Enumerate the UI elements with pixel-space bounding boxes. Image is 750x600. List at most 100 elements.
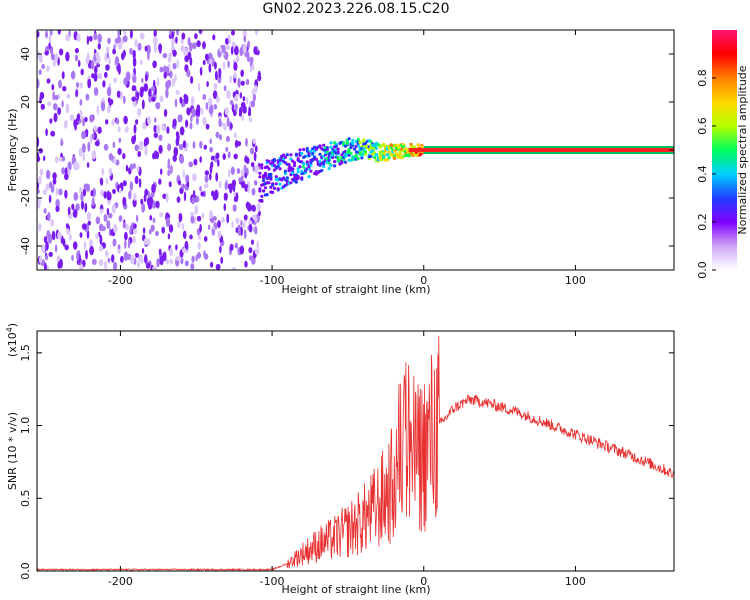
heatmap-noise-cell [79,109,83,119]
heatmap-noise-cell [53,112,58,123]
heatmap-signal-cell [260,194,264,198]
heatmap-signal-cell [262,178,266,183]
heatmap-noise-cell [110,229,114,236]
heatmap-noise-cell [140,198,144,205]
heatmap-noise-cell [148,96,152,103]
heatmap-noise-cell [103,143,109,151]
heatmap-noise-cell [214,70,218,81]
heatmap-signal-cell [358,140,362,145]
heatmap-signal-cell [309,163,313,167]
heatmap-noise-cell [95,216,101,225]
heatmap-signal-cell [314,147,318,151]
heatmap-noise-cell [134,144,140,152]
heatmap-noise-cell [184,260,189,267]
heatmap-signal-cell [351,141,355,146]
heatmap-noise-cell [135,91,140,98]
colorbar-tick-label: 0.2 [696,213,709,231]
heatmap-noise-cell [43,155,46,162]
heatmap-noise-cell [122,35,128,43]
heatmap-signal-cell [334,144,338,148]
heatmap-noise-cell [221,216,225,224]
heatmap-noise-cell [193,158,198,166]
heatmap-noise-cell [256,202,261,212]
heatmap-noise-cell [100,177,104,186]
heatmap-noise-cell [106,52,110,59]
heatmap-noise-cell [183,191,187,202]
heatmap-noise-cell [175,36,178,44]
heatmap-signal-cell [302,162,306,166]
heatmap-signal-cell [271,183,275,187]
heatmap-noise-cell [117,30,120,37]
heatmap-noise-cell [152,265,157,270]
heatmap-noise-cell [226,213,230,224]
heatmap-noise-cell [237,224,241,231]
heatmap-noise-cell [90,190,94,197]
heatmap-noise-cell [112,224,118,233]
heatmap-noise-cell [248,106,252,115]
heatmap-noise-cell [233,61,237,71]
heatmap-signal-cell [363,152,368,156]
heatmap-noise-cell [50,130,56,137]
heatmap-noise-cell [202,116,207,126]
heatmap-noise-cell [151,183,156,194]
heatmap-noise-cell [79,82,83,89]
heatmap-noise-cell [185,143,189,149]
heatmap-noise-cell [235,217,240,225]
heatmap-noise-cell [189,234,193,240]
heatmap-noise-cell [74,54,79,62]
heatmap-noise-cell [166,126,170,134]
heatmap-noise-cell [117,244,121,250]
heatmap-signal-cell [300,151,304,156]
heatmap-noise-cell [99,245,104,252]
heatmap-noise-cell [158,144,163,154]
heatmap-noise-cell [229,243,234,251]
heatmap-noise-cell [138,178,142,188]
heatmap-signal-cell [340,153,344,157]
heatmap-noise-cell [48,34,52,43]
heatmap-noise-cell [143,237,148,246]
heatmap-noise-cell [220,256,224,264]
heatmap-noise-cell [218,69,222,78]
heatmap-noise-cell [249,66,253,73]
heatmap-noise-cell [107,104,111,114]
heatmap-noise-cell [197,83,201,92]
heatmap-noise-cell [65,103,70,114]
heatmap-signal-cell [292,161,297,165]
heatmap-signal-cell [300,176,304,180]
heatmap-noise-cell [236,168,241,174]
heatmap-signal-cell [336,147,340,151]
heatmap-noise-cell [108,212,113,219]
heatmap-noise-cell [43,208,47,214]
heatmap-noise-cell [246,203,252,212]
heatmap-noise-cell [225,135,230,143]
heatmap-noise-cell [181,183,185,190]
heatmap-noise-cell [188,161,193,168]
heatmap-noise-cell [48,194,52,203]
heatmap-noise-cell [37,188,40,194]
heatmap-noise-cell [95,51,100,59]
heatmap-noise-cell [222,153,226,161]
heatmap-noise-cell [93,33,98,41]
heatmap-noise-cell [178,114,183,123]
heatmap-noise-cell [202,41,206,50]
heatmap-signal-cell [303,169,308,173]
colorbar-tick-label: 0.8 [696,69,709,87]
heatmap-noise-cell [176,196,181,203]
heatmap-noise-cell [195,116,199,126]
heatmap-signal-cell [272,159,277,163]
heatmap-noise-cell [244,260,248,268]
heatmap-signal-cell [296,170,300,174]
heatmap-noise-cell [144,45,148,52]
heatmap-noise-cell [144,146,148,157]
heatmap-noise-cell [221,122,225,128]
heatmap-noise-cell [71,254,74,262]
heatmap-noise-cell [225,146,229,153]
heatmap-noise-cell [42,189,47,196]
heatmap-noise-cell [217,159,220,167]
heatmap-noise-cell [235,227,239,234]
heatmap-noise-cell [152,217,156,223]
heatmap-noise-cell [52,91,55,101]
heatmap-noise-cell [150,192,155,198]
heatmap-noise-cell [103,191,107,199]
heatmap-noise-cell [170,164,173,175]
